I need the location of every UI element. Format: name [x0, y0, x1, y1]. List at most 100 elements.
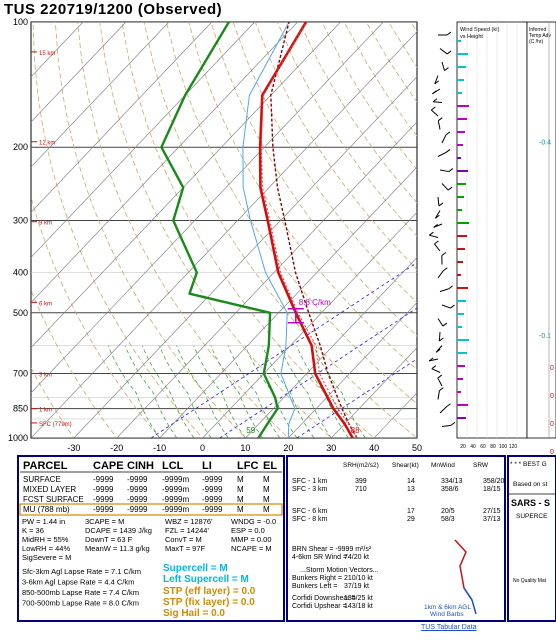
isotherm: [116, 121, 417, 438]
wind-barb: [442, 267, 448, 272]
wind-barb: [429, 231, 434, 236]
wind-speed-bar: [457, 248, 465, 250]
wind-tick-label: 120: [509, 444, 518, 450]
wind-barb: [439, 406, 447, 414]
wind-speed-frame: [456, 21, 528, 439]
kin-cell: 27/15: [483, 508, 501, 515]
lapse-rate-line: Sfc-3km Agl Lapse Rate = 7.1 C/km: [22, 567, 141, 576]
index-value: NCAPE = M: [231, 544, 272, 553]
supercell-value: Supercell = M: [163, 563, 228, 574]
wind-barb: [435, 348, 441, 353]
wind-barb: [432, 90, 437, 95]
kin-cell: 399: [355, 478, 367, 485]
parcel-cell: M: [237, 505, 244, 514]
temp-tick-label: -20: [110, 443, 123, 453]
bunkers-left-label: Bunkers Left =: [292, 583, 337, 590]
wind-tick-label: 40: [470, 444, 476, 450]
pressure-tick-label: 700: [13, 369, 28, 379]
height-label: 3 km: [39, 373, 52, 379]
dry-adiabat: [31, 366, 75, 438]
height-label: 6 km: [39, 301, 52, 307]
kin-header: Shear(kt): [392, 462, 419, 469]
parcel-cell: -9999: [93, 505, 114, 514]
wind-tick-label: 80: [490, 444, 496, 450]
kinematics-panel: [286, 455, 506, 622]
parcel-cell: -9999m: [162, 485, 189, 494]
isotherm: [159, 166, 417, 438]
wind-speed-panel: Wind Speed (kt)vs Height 20 40 60 80 100 120: [456, 21, 528, 450]
wind-speed-bar: [457, 79, 464, 81]
pressure-tick-label: 100: [13, 17, 28, 27]
isotherm: [31, 22, 212, 213]
wind-speed-bar: [457, 339, 469, 341]
temp-tick-label: 0: [200, 443, 205, 453]
wind-barb: [431, 106, 436, 111]
wind-barb: [437, 270, 444, 279]
temp-adv-value: 0: [550, 365, 554, 372]
pressure-tick-label: 500: [13, 308, 28, 318]
wind-barb: [450, 422, 456, 426]
temp-adv-title: (C /hr): [529, 39, 544, 45]
wind-barb: [441, 134, 447, 144]
wind-speed-bar: [457, 287, 468, 289]
wind-barb: [432, 98, 438, 103]
wind-barb: [441, 252, 447, 256]
moist-adiabat: [176, 345, 229, 438]
dry-adiabat: [77, 22, 289, 438]
parcel-header-0: PARCEL: [23, 460, 68, 472]
wind-barb: [442, 322, 448, 327]
temp-tick-label: -10: [153, 443, 166, 453]
wind-barb: [433, 223, 438, 228]
parcel-cell: -9999m: [162, 505, 189, 514]
wind-barb: [429, 358, 439, 362]
wind-tick-label: 20: [460, 444, 466, 450]
wind-barbs: [428, 31, 456, 427]
wind-speed-bar: [457, 235, 467, 237]
sr-wind-value: 74/20 kt: [344, 554, 369, 561]
bunkers-left-value: 37/19 kt: [344, 583, 369, 590]
bunkers-right-value: 210/10 kt: [344, 575, 373, 582]
wind-barb: [441, 424, 451, 427]
wind-barb: [439, 337, 444, 342]
wetbulb-profile: [242, 22, 296, 438]
wind-barb: [445, 149, 451, 153]
parcel-cell: -9999: [93, 475, 114, 484]
dry-adiabat: [31, 289, 118, 438]
temp-adv-value: 0: [550, 449, 554, 456]
parcel-header-2: CINH: [127, 460, 154, 472]
dry-adiabat: [277, 22, 417, 237]
sars-supercell: SUPERCE: [516, 513, 548, 520]
wind-panel-title: Wind Speed (kt): [460, 27, 500, 33]
parcel-header-3: LCL: [162, 460, 184, 472]
tabular-data-link[interactable]: TUS Tabular Data: [421, 624, 477, 631]
hodo-caption: Wind Barbs: [430, 611, 464, 618]
isotherm: [31, 22, 341, 349]
temp-profile: [258, 22, 354, 438]
parcel-cell: -9999: [127, 495, 148, 504]
dry-adiabat: [121, 22, 375, 438]
kin-cell: 37/13: [483, 516, 501, 523]
lapse-rate-line: 850-500mb Lapse Rate = 7.4 C/km: [22, 588, 139, 597]
corfidi-down-label: Corfidi Downshear =: [292, 595, 356, 602]
wind-speed-bar: [457, 365, 465, 367]
skewt-frame: [30, 21, 418, 439]
best-guess-based: Based on st: [513, 481, 548, 488]
wind-barb: [437, 151, 447, 157]
kin-cell: 358/20: [483, 478, 505, 485]
parcel-cell: M: [237, 495, 244, 504]
skewt-grid: [31, 22, 417, 438]
wind-barb: [434, 80, 440, 85]
wind-speed-bar: [457, 352, 467, 354]
best-guess-title: * * * BEST G: [510, 461, 547, 468]
lapse-rate-line: 700-500mb Lapse Rate = 8.0 C/km: [22, 599, 139, 608]
parcel-cell: -9999: [127, 475, 148, 484]
index-value: K = 36: [22, 526, 44, 535]
parcel-cell: SURFACE: [23, 475, 61, 484]
dry-adiabat: [232, 22, 417, 304]
wind-barb: [448, 168, 454, 172]
wind-tick-label: 100: [499, 444, 508, 450]
wind-barb: [441, 61, 445, 71]
moist-adiabat: [193, 345, 246, 438]
wind-barb: [439, 169, 449, 173]
index-value: MidRH = 55%: [22, 535, 69, 544]
